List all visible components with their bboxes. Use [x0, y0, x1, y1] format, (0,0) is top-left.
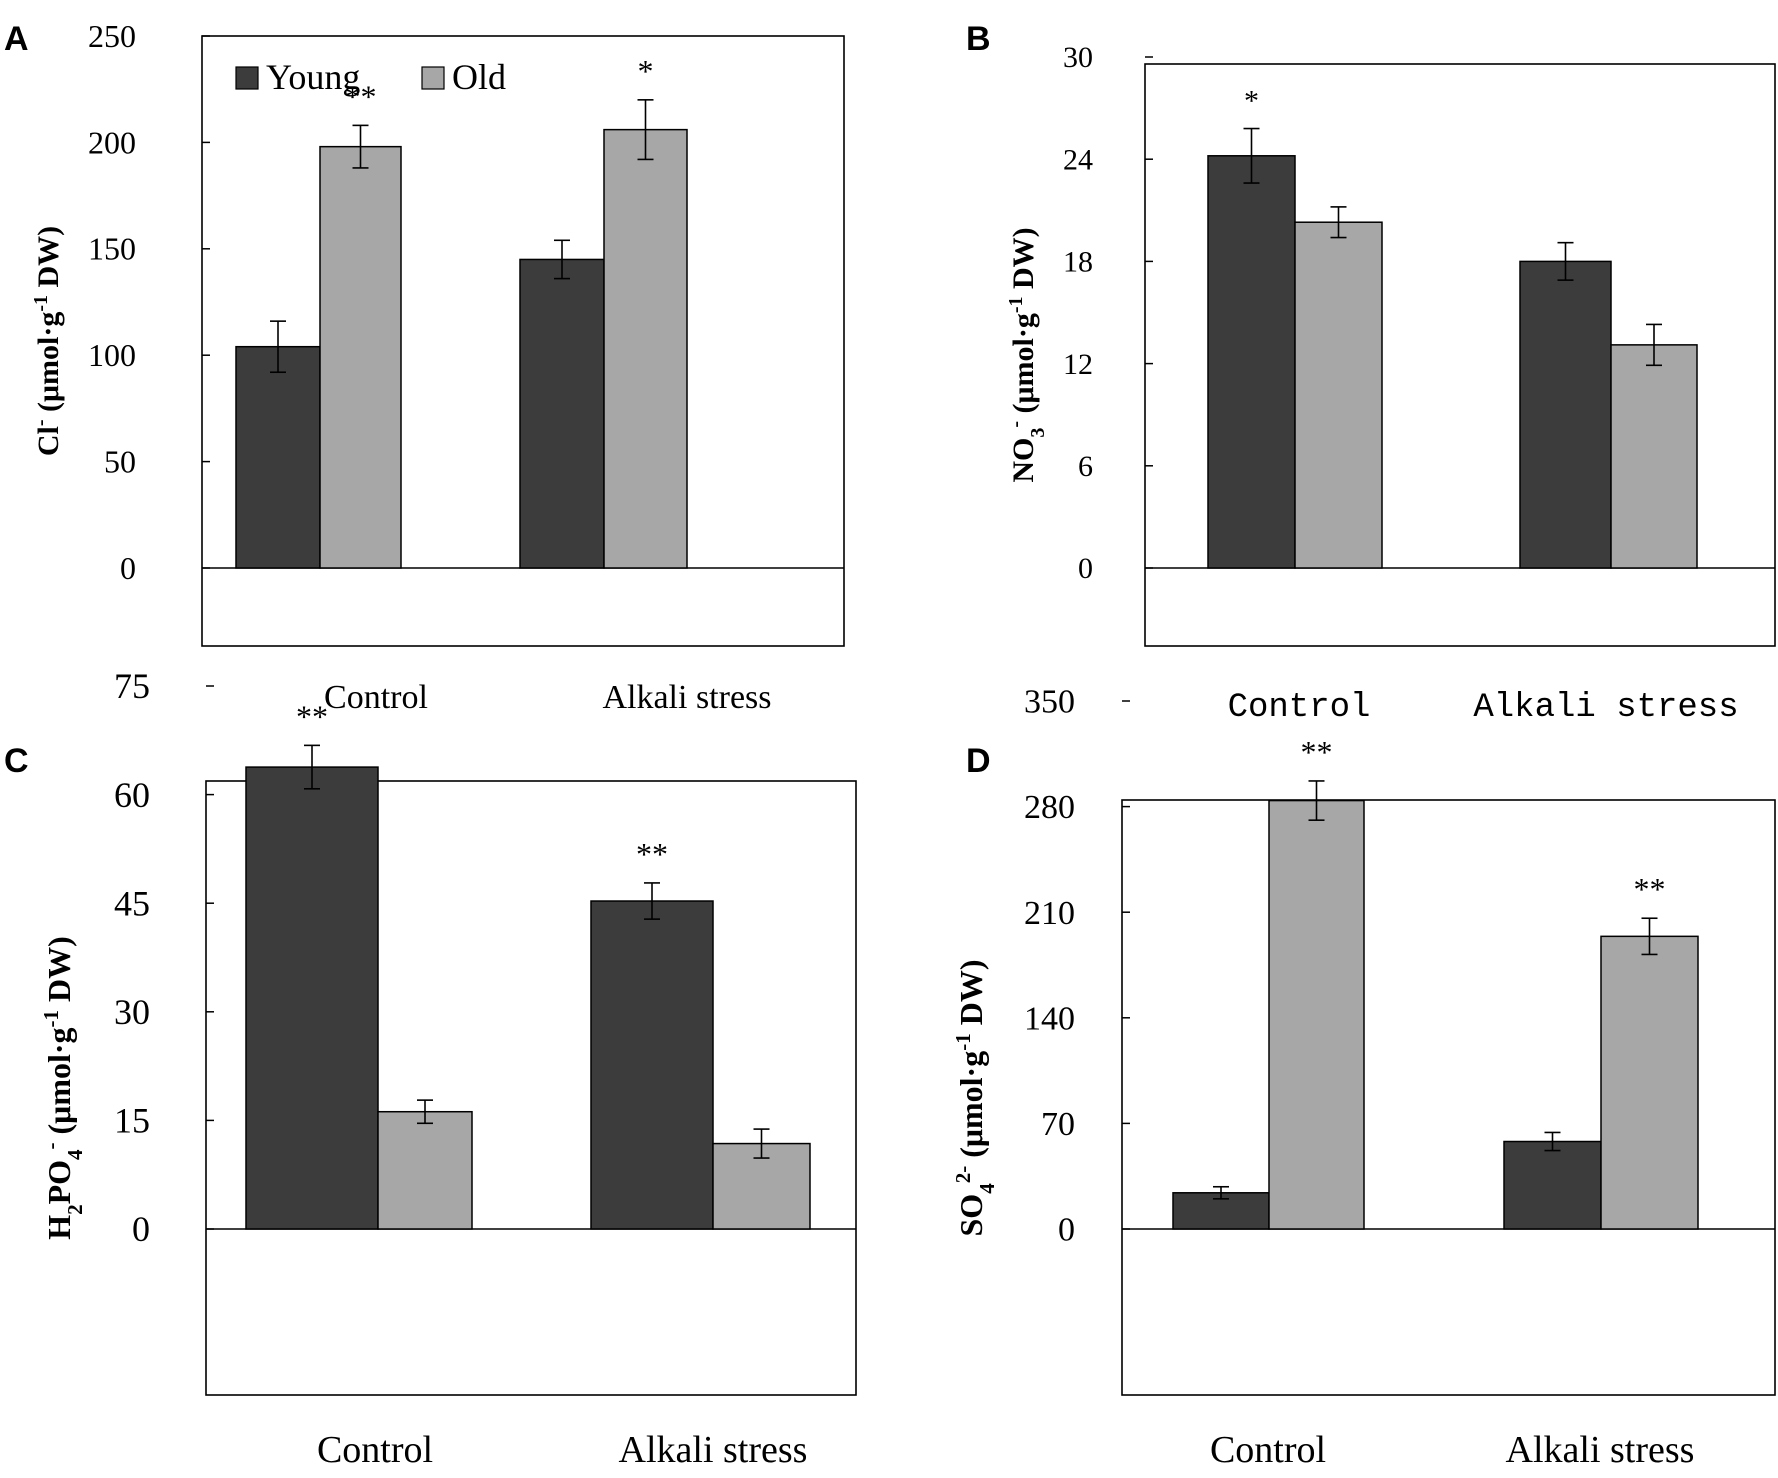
panel-a-ytick-label: 250 — [88, 18, 136, 54]
panel-b-bar-old-control — [1294, 221, 1383, 569]
panel-d-bar-old-control — [1268, 799, 1365, 1230]
panel-b-plot-frame — [1144, 63, 1776, 647]
panel-b-significance-marker: * — [1244, 85, 1259, 118]
panel-b-ytick-label: 0 — [1078, 552, 1093, 585]
panel-b-label: B — [966, 20, 991, 58]
panel-b-y-axis-label: NO3- (μmol·g-1 DW) — [1005, 227, 1049, 482]
panel-b-ytick-label: 6 — [1078, 450, 1093, 483]
panel-b-bar-young-alkali — [1519, 260, 1612, 569]
panel-c-plot-frame — [205, 780, 857, 1396]
panel-d-y-ticks: 0 70 140 210 280 350 — [1024, 684, 1775, 1249]
panel-b-ytick-label: 12 — [1063, 348, 1093, 381]
panel-b-bar-young-control — [1207, 155, 1296, 569]
panel-c-y-axis-label: H2PO4- (μmol·g-1 DW) — [39, 936, 87, 1240]
panel-b-xtick-control: Control — [1228, 689, 1371, 727]
panel-d-significance-marker: ** — [1634, 871, 1666, 907]
panel-c-ytick-label: 60 — [114, 775, 150, 815]
panel-b-bar-old-alkali — [1610, 344, 1698, 569]
panel-d-ytick-label: 350 — [1024, 684, 1075, 721]
panel-b-bars: * — [1207, 85, 1698, 569]
panel-a-xtick-control: Control — [324, 679, 428, 716]
panel-d-significance-marker: ** — [1301, 734, 1333, 770]
panel-d-ytick-label: 210 — [1024, 895, 1075, 932]
panel-d-plot-frame — [1121, 799, 1776, 1396]
panel-c-significance-marker: ** — [296, 698, 328, 734]
panel-a-ytick-label: 200 — [88, 124, 136, 160]
panel-a-bar-young-alkali — [519, 258, 605, 569]
panel-d-ytick-label: 280 — [1024, 789, 1075, 826]
panel-d-xtick-alkali: Alkali stress — [1506, 1429, 1695, 1471]
panel-d-ytick-label: 70 — [1041, 1106, 1075, 1143]
panel-b-ytick-label: 24 — [1063, 143, 1093, 176]
panel-c-bar-young-alkali — [590, 900, 714, 1230]
panel-b-xtick-alkali: Alkali stress — [1473, 689, 1738, 727]
panel-d-bar-young-alkali — [1503, 1140, 1602, 1230]
panel-a-bar-young-control — [235, 345, 321, 569]
panel-d-ytick-label: 140 — [1024, 1000, 1075, 1037]
panel-c-bar-young-control — [245, 766, 379, 1230]
panel-c-label: C — [4, 742, 29, 780]
panel-a-bar-old-alkali — [603, 128, 688, 569]
panel-d: D 0 70 140 210 280 350 ** ** Control Alkali st… — [951, 684, 1776, 1471]
panel-b: B 0 6 12 18 24 30 * Control Alkali stress NO3… — [966, 20, 1776, 727]
panel-a-ytick-label: 50 — [104, 443, 136, 479]
panel-c-ytick-label: 45 — [114, 883, 150, 923]
panel-c-xtick-alkali: Alkali stress — [619, 1429, 808, 1471]
panel-b-ytick-label: 18 — [1063, 246, 1093, 279]
panel-a-ytick-label: 150 — [88, 231, 136, 267]
legend-old-label: Old — [452, 57, 506, 97]
panel-c-bars: ** ** — [245, 698, 811, 1230]
panel-d-xtick-control: Control — [1210, 1429, 1326, 1471]
panel-a-significance-marker: * — [638, 53, 654, 89]
panel-a-ytick-label: 100 — [88, 337, 136, 373]
panel-a-plot-frame — [201, 35, 845, 647]
panel-c-ytick-label: 75 — [114, 666, 150, 706]
legend-young-swatch — [235, 66, 259, 90]
panel-b-ytick-label: 30 — [1063, 41, 1093, 74]
panel-a-significance-marker: ** — [345, 78, 377, 114]
panel-a-label: A — [4, 20, 29, 58]
panel-a-xtick-alkali: Alkali stress — [602, 679, 771, 716]
legend-young-label: Young — [266, 57, 360, 97]
panel-d-y-axis-label: SO42- (μmol·g-1 DW) — [951, 960, 999, 1237]
panel-c-ytick-label: 15 — [114, 1101, 150, 1141]
panel-a-legend: Young Old — [235, 57, 506, 97]
panel-c: C 0 15 30 45 60 75 ** ** Control Alkali stress… — [4, 666, 857, 1471]
panel-b-y-ticks: 0 6 12 18 24 30 — [1063, 41, 1775, 585]
panel-d-bar-old-alkali — [1600, 935, 1699, 1230]
panel-a-y-axis-label: Cl- (μmol·g-1 DW) — [30, 226, 65, 456]
panel-d-label: D — [966, 742, 991, 780]
panel-c-ytick-label: 30 — [114, 992, 150, 1032]
panel-d-bars: ** ** — [1172, 734, 1699, 1230]
legend-old-swatch — [421, 66, 445, 90]
panel-a-ytick-label: 0 — [120, 550, 136, 586]
panel-c-ytick-label: 0 — [132, 1209, 150, 1249]
panel-d-ytick-label: 0 — [1058, 1212, 1075, 1249]
panel-c-significance-marker: ** — [636, 836, 668, 872]
panel-a-bars: *** — [235, 53, 688, 569]
panel-a-bar-old-control — [319, 145, 402, 569]
panel-c-bar-old-control — [377, 1110, 473, 1230]
panel-c-xtick-control: Control — [317, 1429, 433, 1471]
